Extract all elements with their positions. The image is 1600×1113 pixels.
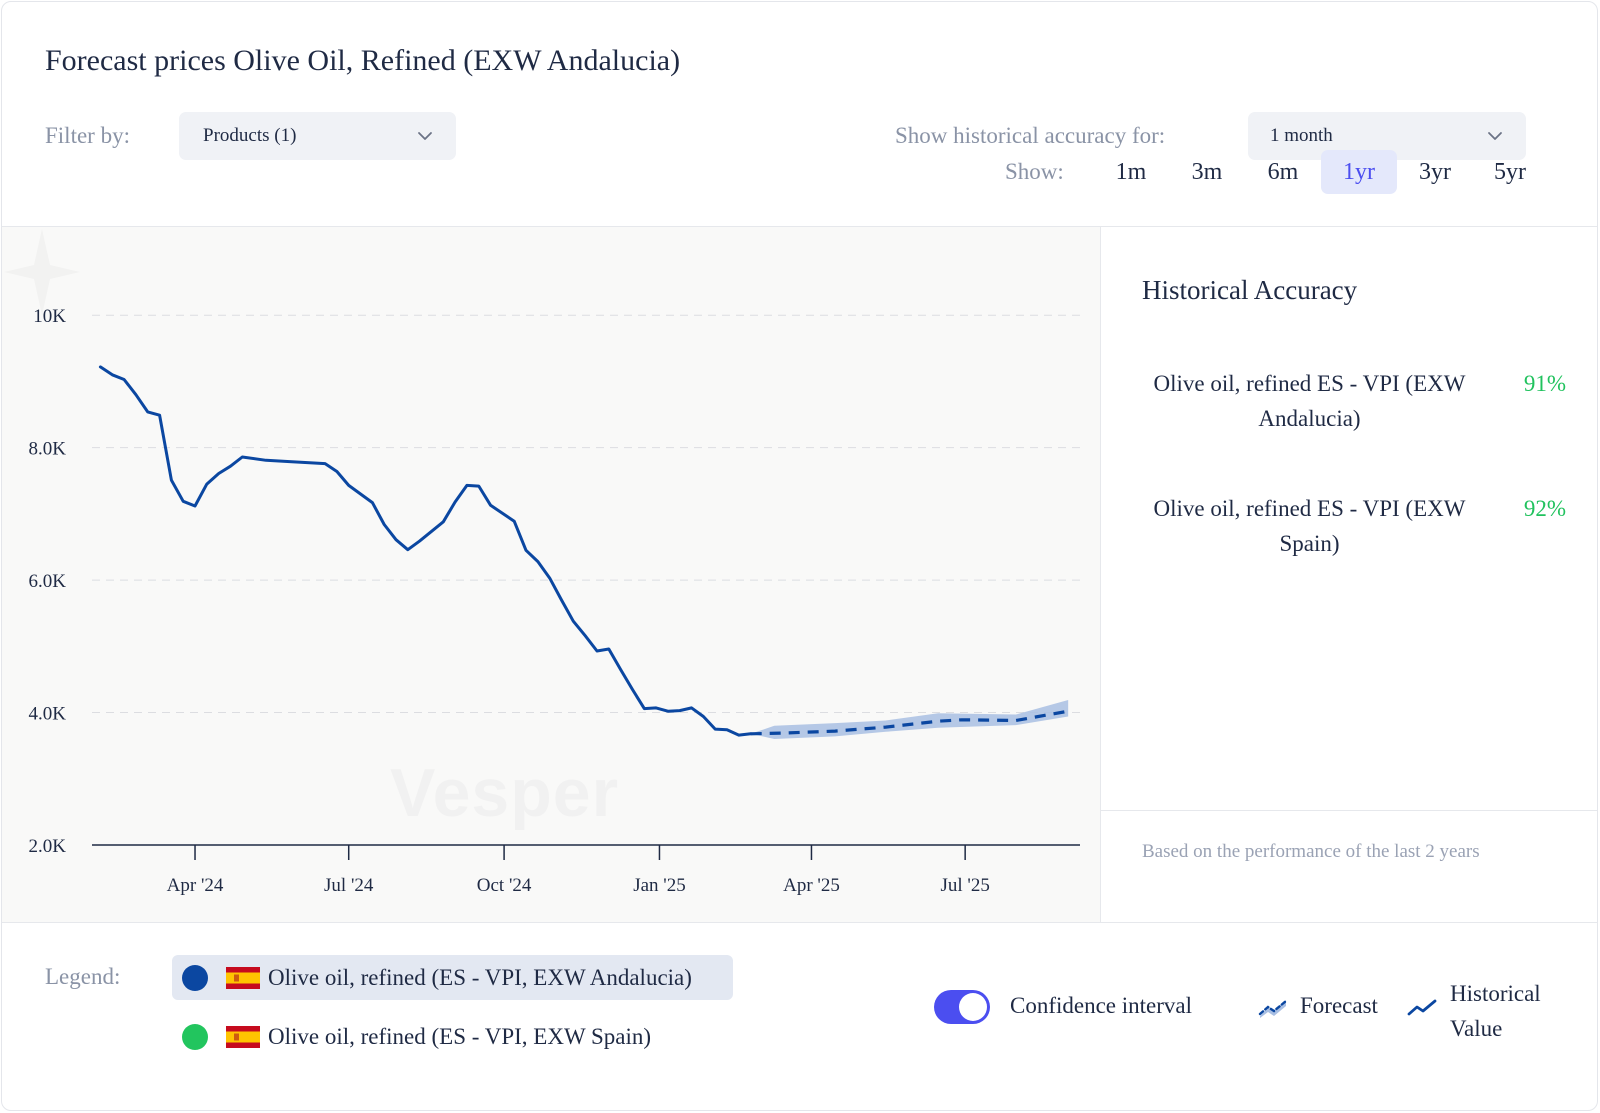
spain-flag-icon [226, 966, 260, 989]
accuracy-item-name-line1: Olive oil, refined ES - VPI (EXW [1153, 371, 1466, 396]
accuracy-item-name-line1: Olive oil, refined ES - VPI (EXW [1153, 496, 1466, 521]
forecast-series-line [750, 709, 1069, 736]
watermark-star-icon [4, 229, 80, 315]
chart-area: Vesper 2.0K 4.0K 6.0K 8.0K 10K Apr '24 Jul '24… [2, 227, 1100, 923]
forecast-icon [1258, 999, 1288, 1018]
filter-label: Filter by: [45, 123, 130, 148]
accuracy-item: Olive oil, refined ES - VPI (EXW Andaluc… [1142, 366, 1582, 436]
page-title: Forecast prices Olive Oil, Refined (EXW … [45, 44, 681, 77]
products-select-value: Products (1) [203, 125, 297, 146]
y-tick-label: 4.0K [29, 704, 67, 725]
show-label: Show: [1005, 159, 1064, 184]
accuracy-item: Olive oil, refined ES - VPI (EXW Spain) … [1142, 491, 1582, 561]
legend-item-andalucia[interactable]: Olive oil, refined (ES - VPI, EXW Andalu… [172, 955, 733, 1000]
accuracy-item-value: 91% [1523, 371, 1566, 396]
panel-divider [1100, 227, 1101, 923]
legend-label: Legend: [45, 964, 121, 989]
historical-accuracy-panel: Historical Accuracy Olive oil, refined E… [1101, 227, 1597, 923]
y-tick-label: 2.0K [29, 836, 67, 857]
range-button-3yr[interactable]: 3yr [1419, 158, 1451, 185]
x-tick-label: Oct '24 [477, 875, 532, 896]
watermark: Vesper [390, 755, 620, 831]
legend-item-label: Olive oil, refined (ES - VPI, EXW Andalu… [268, 964, 692, 990]
x-tick-label: Apr '25 [783, 875, 840, 896]
range-button-1m[interactable]: 1m [1115, 158, 1147, 185]
y-tick-label: 10K [33, 306, 66, 327]
range-button-3m[interactable]: 3m [1191, 158, 1223, 185]
y-tick-label: 6.0K [29, 571, 67, 592]
spain-flag-icon [226, 1025, 260, 1048]
confidence-interval-toggle[interactable] [934, 990, 990, 1024]
header-divider [2, 226, 1597, 227]
legend-item-spain[interactable]: Olive oil, refined (ES - VPI, EXW Spain) [172, 1014, 692, 1059]
accuracy-period-value: 1 month [1270, 125, 1333, 146]
x-tick-label: Jul '25 [940, 875, 989, 896]
confidence-band [750, 699, 1069, 740]
accuracy-title: Historical Accuracy [1142, 275, 1358, 305]
range-button-6m[interactable]: 6m [1267, 158, 1299, 185]
historical-value-label: Historical Value [1450, 976, 1541, 1046]
series-color-dot [182, 964, 208, 991]
chevron-down-icon [418, 132, 432, 140]
historical-value-icon [1407, 999, 1437, 1016]
confidence-interval-label: Confidence interval [1010, 993, 1193, 1018]
toggle-knob [959, 993, 987, 1021]
range-button-1yr[interactable]: 1yr [1321, 150, 1397, 194]
legend-divider [2, 922, 1597, 923]
products-select[interactable]: Products (1) [179, 112, 456, 160]
x-tick-label: Jul '24 [324, 875, 374, 896]
series-color-dot [182, 1023, 208, 1050]
y-tick-label: 8.0K [29, 439, 67, 460]
forecast-label: Forecast [1300, 993, 1378, 1018]
legend-item-label: Olive oil, refined (ES - VPI, EXW Spain) [268, 1023, 652, 1049]
accuracy-label: Show historical accuracy for: [895, 123, 1166, 148]
x-tick-label: Jan '25 [633, 875, 686, 896]
accuracy-item-value: 92% [1523, 496, 1566, 521]
accuracy-item-name-line2: Spain) [1279, 531, 1340, 556]
historical-series-line [98, 365, 753, 737]
x-tick-label: Apr '24 [167, 875, 224, 896]
historical-value-label-line2: Value [1450, 1016, 1503, 1041]
accuracy-item-name-line2: Andalucia) [1258, 406, 1361, 431]
accuracy-footer-divider [1101, 810, 1597, 811]
chevron-down-icon [1488, 132, 1502, 140]
range-button-5yr[interactable]: 5yr [1494, 158, 1526, 185]
price-chart: 2.0K 4.0K 6.0K 8.0K 10K Apr '24 Jul '24 Oct '24… [29, 306, 1080, 896]
accuracy-footnote: Based on the performance of the last 2 y… [1142, 841, 1480, 862]
historical-value-label-line1: Historical [1450, 981, 1541, 1006]
